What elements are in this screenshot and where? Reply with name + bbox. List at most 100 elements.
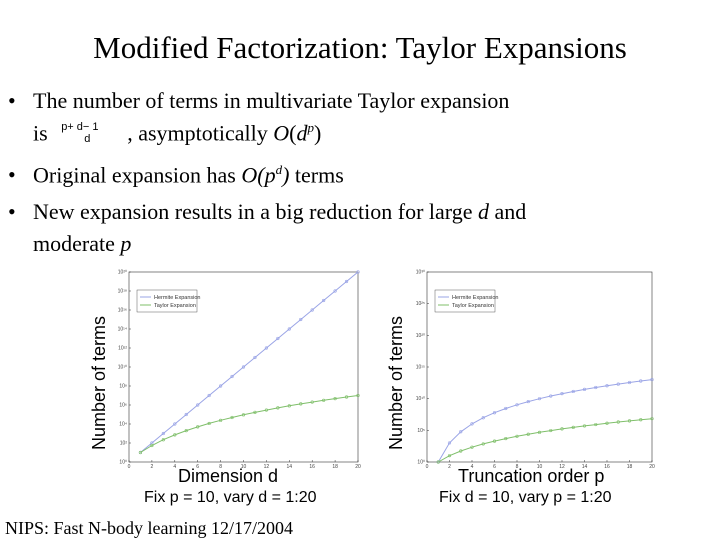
chart-1-series-1-point: [207, 393, 211, 398]
chart-2-series-2-point: [515, 434, 519, 438]
bullet-dot: •: [8, 88, 16, 113]
chart-2-series-2-point: [650, 417, 654, 421]
chart-1-series-1-point: [356, 270, 360, 274]
chart-1-series-2-point: [241, 413, 246, 417]
bullet-3-line-2: moderate p: [33, 231, 131, 257]
chart-1-y-tick-label: 10¹⁸: [118, 289, 127, 295]
chart-2-series-1-point: [650, 378, 654, 382]
chart-2-y-tick-label: 10³⁰: [416, 270, 425, 276]
binomial-top: p+ d− 1: [61, 121, 99, 134]
chart-2-x-tick-label: 20: [649, 464, 655, 470]
bullet-dot: •: [8, 162, 16, 187]
chart-1-series-1-point: [173, 422, 177, 426]
chart-2-series-1-line: [437, 379, 653, 463]
chart-2-series-1-point: [515, 403, 519, 407]
bullet-3-and: and: [488, 199, 527, 224]
asymptotic-prefix: , asymptotically: [127, 120, 274, 146]
chart-2-series-1-point: [616, 382, 620, 386]
chart-2-x-tick-label: 4: [471, 464, 474, 470]
chart-2-series-2-point: [616, 420, 620, 424]
chart-1-y-tick-label: 10²: [120, 441, 128, 447]
chart-2-series-2-point: [504, 436, 508, 441]
chart-1-legend-label: Taylor Expansion: [154, 303, 196, 309]
binomial-bottom: d: [84, 133, 91, 146]
chart-2-series-1-point: [627, 380, 632, 385]
slide-title: Modified Factorization: Taylor Expansion…: [93, 30, 627, 65]
chart-1-series-1-point: [344, 279, 349, 284]
chart-2-series-1-point: [526, 399, 530, 404]
bullet-2-suffix: terms: [289, 162, 344, 188]
bullet-1-is: is: [33, 120, 48, 146]
chart-2-series-1-point: [447, 441, 452, 445]
chart-1-series-2-point: [219, 418, 223, 422]
chart-1-x-tick-label: 20: [355, 464, 361, 470]
chart-1-y-tick-label: 10⁶: [119, 403, 127, 409]
chart-2-x-tick-label: 10: [537, 464, 543, 470]
bullet-dot: •: [8, 199, 16, 224]
chart-1-series-2-line: [140, 395, 359, 453]
bullet-3-d: d: [477, 199, 489, 224]
chart-2-series-2-point: [594, 422, 598, 427]
chart-2-y-tick-label: 10⁰: [417, 460, 425, 466]
chart-2-series-1-point: [639, 379, 643, 383]
chart-1-y-tick-label: 10²⁰: [118, 270, 127, 276]
chart-2-y-tick-label: 10¹⁰: [416, 396, 425, 402]
chart-1-series-1-point: [219, 384, 223, 388]
chart-1-series-2-point: [184, 429, 188, 433]
chart-1-y-tick-label: 10⁸: [119, 384, 127, 390]
chart-2-y-tick-label: 10²⁵: [416, 301, 425, 307]
chart-1-legend-label: Hermite Expansion: [154, 295, 200, 301]
chart-1-y-tick-label: 10⁴: [119, 422, 127, 428]
bullet-3-moderate: moderate: [33, 231, 121, 256]
chart-2-series-1-point: [582, 387, 587, 392]
chart-2-series-2-point: [627, 419, 632, 423]
chart-2-series-1-point: [470, 422, 474, 426]
bullet-2-p: p: [264, 162, 276, 188]
chart-1-series-2-point: [322, 398, 326, 402]
chart-2-y-tick-label: 10¹⁵: [416, 365, 425, 371]
bullet-2-d: d: [275, 162, 283, 177]
chart-1-series-2-point: [230, 415, 234, 420]
bullet-2-text: Original expansion has O(pd) terms: [33, 162, 344, 188]
chart-1-series-2-point: [276, 406, 280, 410]
chart-1-series-2-point: [356, 393, 360, 398]
chart-1-x-tick-label: 10: [241, 464, 247, 470]
chart-2-y-tick-label: 10⁵: [417, 428, 425, 434]
chart-1-y-tick-label: 10¹⁰: [118, 365, 127, 371]
chart-2-caption: Fix d = 10, vary p = 1:20: [439, 489, 612, 506]
chart-2-x-tick-label: 18: [627, 464, 633, 470]
chart-2-y-tick-label: 10²⁰: [416, 333, 425, 339]
chart-1-x-tick-label: 8: [219, 464, 222, 470]
bullet-1-line-1: The number of terms in multivariate Tayl…: [33, 88, 510, 113]
chart-2-series-1-point: [594, 385, 598, 390]
chart-1-series-2-point: [310, 400, 314, 404]
chart-2-series-2-point: [537, 430, 542, 434]
chart-2-xlabel: Truncation order p: [458, 466, 605, 486]
chart-2-series-2-point: [582, 424, 587, 428]
asymptotic-d: d: [296, 120, 308, 146]
chart-2-series-2-point: [549, 428, 553, 433]
chart-1-series-1-point: [253, 355, 257, 360]
chart-1-series-1-point: [264, 346, 269, 350]
chart-1-series-2-point: [207, 421, 211, 426]
bullet-3-p: p: [120, 231, 132, 256]
chart-1-y-tick-label: 10¹⁶: [118, 308, 127, 314]
chart-2-series-2-point: [470, 445, 474, 449]
asymptotic-close: ): [313, 120, 322, 146]
chart-2-legend-label: Hermite Expansion: [452, 295, 498, 301]
chart-2-x-tick-label: 8: [516, 464, 519, 470]
chart-2-series-2-line: [438, 418, 653, 463]
chart-1-series-1-point: [230, 374, 234, 379]
chart-1-series-1-point: [287, 327, 291, 331]
chart-2-legend-label: Taylor Expansion: [452, 303, 494, 309]
chart-1-y-tick-label: 10¹²: [118, 346, 127, 352]
chart-1-series-2-point: [344, 395, 349, 399]
chart-1-series-1-point: [276, 336, 280, 341]
chart-1-series-2-point: [264, 408, 269, 412]
chart-2-series-1-point: [537, 397, 542, 401]
chart-1-series-2-point: [150, 443, 154, 448]
chart-1-x-tick-label: 12: [264, 464, 270, 470]
chart-1-series-1-point: [196, 403, 200, 407]
bullet-2-o: O: [241, 162, 258, 188]
